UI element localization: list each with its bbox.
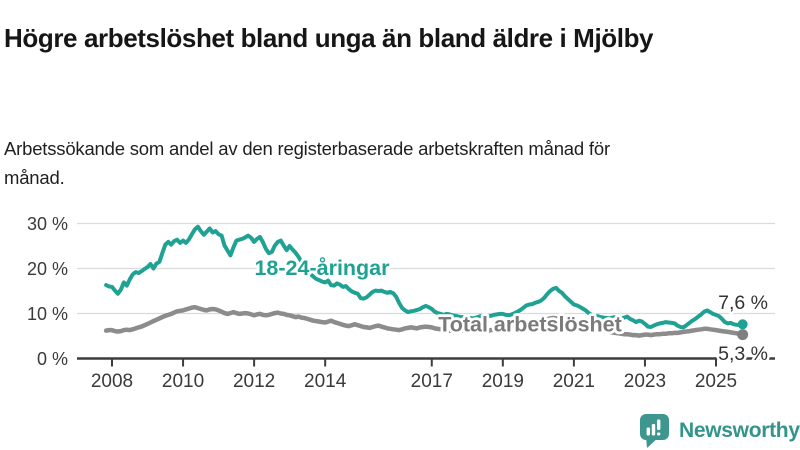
x-tick-label-2017: 2017 bbox=[411, 371, 453, 392]
y-tick-label-20: 20 % bbox=[27, 259, 68, 279]
x-tick-label-2025: 2025 bbox=[695, 371, 737, 392]
series-line-1 bbox=[103, 304, 745, 338]
chart-subtitle: Arbetssökande som andel av den registerb… bbox=[4, 137, 610, 188]
newsworthy-logo[interactable]: Newsworthy bbox=[639, 412, 800, 450]
chart-title: Högre arbetslöshet bland unga än bland ä… bbox=[4, 23, 654, 54]
x-tick-label-2012: 2012 bbox=[233, 371, 275, 392]
bar-chart-speech-bubble-icon bbox=[640, 413, 669, 448]
y-tick-label-10: 10 % bbox=[27, 304, 68, 324]
series-end-dot-0 bbox=[737, 319, 748, 330]
x-tick-label-2010: 2010 bbox=[162, 371, 204, 392]
x-tick-label-2021: 2021 bbox=[553, 371, 595, 392]
series-label-1: Total arbetslöshet bbox=[438, 313, 622, 337]
newsworthy-wordmark: Newsworthy bbox=[679, 419, 800, 442]
x-tick-label-2014: 2014 bbox=[304, 371, 347, 392]
x-tick-label-2023: 2023 bbox=[624, 371, 666, 392]
y-tick-label-30: 30 % bbox=[27, 214, 68, 234]
series-label-0: 18-24-åringar bbox=[254, 256, 390, 280]
x-tick-label-2019: 2019 bbox=[482, 371, 524, 392]
y-tick-label-0: 0 % bbox=[37, 349, 68, 369]
series-end-value-0: 7,6 % bbox=[718, 292, 768, 314]
series-end-value-1: 5,3 % bbox=[718, 343, 768, 365]
series-line-0 bbox=[104, 224, 745, 330]
series-end-dot-1 bbox=[737, 329, 749, 341]
x-tick-label-2008: 2008 bbox=[91, 371, 133, 392]
